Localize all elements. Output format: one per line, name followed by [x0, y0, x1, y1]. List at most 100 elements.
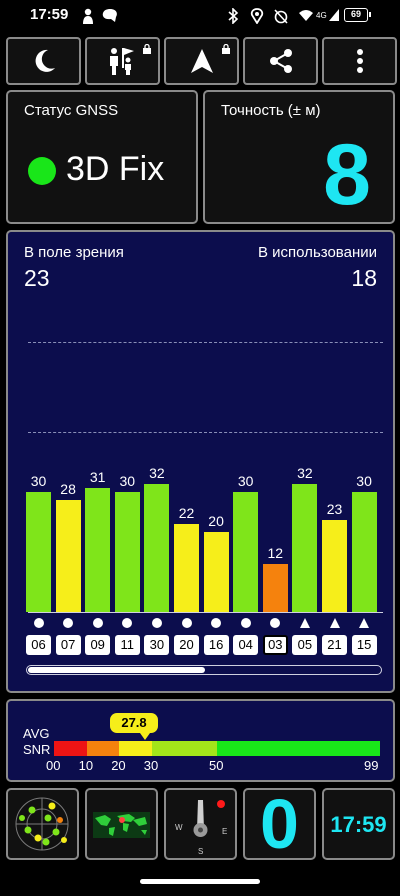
snr-bar — [174, 524, 199, 612]
gridline — [28, 432, 383, 433]
snr-bar — [26, 492, 51, 612]
satellite-id-label[interactable]: 04 — [233, 635, 259, 655]
lock-icon — [143, 44, 151, 54]
more-vert-icon — [356, 49, 363, 73]
svg-text:W: W — [175, 823, 183, 832]
family-icon — [109, 48, 134, 75]
clock-value: 17:59 — [330, 812, 387, 837]
dot-marker-icon — [115, 618, 140, 628]
dot-marker-icon — [56, 618, 81, 628]
satellite-id-label[interactable]: 21 — [322, 635, 347, 655]
share-button[interactable] — [243, 37, 318, 85]
fix-status-text: 3D Fix — [66, 150, 165, 188]
menu-button[interactable] — [322, 37, 397, 85]
snr-bar-value: 30 — [237, 473, 254, 489]
gnss-status-panel[interactable]: Статус GNSS 3D Fix — [6, 90, 198, 224]
snr-scale-segment — [119, 741, 152, 756]
snr-bar-value: 22 — [178, 505, 195, 521]
snr-label: SNR — [23, 742, 51, 757]
satellite-id-label[interactable]: 03 — [262, 635, 288, 655]
satellite-scrollbar[interactable] — [26, 665, 382, 675]
snr-bar-value: 30 — [30, 473, 47, 489]
dot-marker-icon — [26, 618, 51, 628]
snr-bar-chart: 30 06 28 07 31 09 30 11 32 30 22 20 20 16 30 04 12 03 32 05… — [8, 232, 393, 692]
satellite-id-label[interactable]: 30 — [144, 635, 170, 655]
accuracy-panel[interactable]: Точность (± м) 8 — [203, 90, 395, 224]
snr-panel[interactable]: AVG SNR 00 10 20 30 50 99 27.8 — [6, 699, 395, 782]
person-icon — [83, 8, 93, 24]
status-bar: 17:59 4G 69 — [0, 0, 400, 32]
snr-bar — [233, 492, 259, 612]
gridline — [28, 342, 383, 343]
satellites-panel[interactable]: В поле зрения 23 В использовании 18 30 06… — [6, 230, 395, 693]
avg-snr-bubble: 27.8 — [110, 713, 158, 740]
chart-baseline — [28, 612, 383, 613]
battery-icon: 69 — [344, 8, 371, 22]
arrow-icon — [190, 49, 213, 73]
snr-tick-label: 30 — [143, 758, 159, 773]
clock-tile[interactable]: 17:59 — [322, 788, 395, 860]
compass-tile[interactable]: W E S — [164, 788, 237, 860]
moon-icon — [35, 49, 55, 72]
bluetooth-icon — [228, 8, 239, 24]
snr-bar — [144, 484, 170, 612]
satellite-id-label[interactable]: 15 — [351, 635, 377, 655]
satellites-in-use-value: 0 — [260, 788, 299, 860]
snr-bar-value: 31 — [89, 469, 106, 485]
alarm-off-icon — [274, 9, 288, 24]
snr-bar — [292, 484, 318, 612]
night-mode-button[interactable] — [6, 37, 81, 85]
satellite-id-label[interactable]: 11 — [114, 635, 140, 655]
satellite-id-label[interactable]: 16 — [203, 635, 229, 655]
snr-tick-label: 10 — [78, 758, 94, 773]
travel-mode-button[interactable] — [85, 37, 160, 85]
satellite-id-label[interactable]: 09 — [85, 635, 111, 655]
navigation-button[interactable] — [164, 37, 239, 85]
snr-bar-value: 23 — [326, 501, 343, 517]
dot-marker-icon — [85, 618, 110, 628]
network-type-label: 4G — [316, 11, 327, 20]
satellite-id-label[interactable]: 20 — [174, 635, 199, 655]
gnss-status-label: Статус GNSS — [24, 102, 119, 119]
snr-bar-value: 32 — [149, 465, 165, 481]
snr-bar — [322, 520, 347, 612]
sky-plot-icon — [15, 797, 69, 851]
satellite-id-label[interactable]: 06 — [26, 635, 51, 655]
snr-tick-label: 50 — [209, 758, 224, 773]
fix-indicator-dot — [28, 157, 56, 185]
snr-bar — [114, 492, 140, 612]
dot-marker-icon — [263, 618, 288, 628]
location-icon — [250, 8, 264, 24]
status-time: 17:59 — [30, 6, 69, 23]
snr-scale-segment — [217, 741, 380, 756]
satellites-in-use-tile[interactable]: 0 — [243, 788, 316, 860]
accuracy-label: Точность (± м) — [221, 102, 321, 119]
home-indicator[interactable] — [140, 879, 260, 884]
map-tile[interactable] — [85, 788, 158, 860]
avg-label: AVG — [23, 726, 50, 741]
snr-tick-label: 00 — [46, 758, 61, 773]
snr-bar — [262, 564, 288, 612]
share-icon — [269, 49, 292, 73]
triangle-marker-icon — [352, 618, 377, 628]
world-map-icon — [93, 812, 150, 838]
snr-bar-value: 28 — [60, 481, 76, 497]
scrollbar-thumb[interactable] — [28, 667, 205, 673]
snr-bar-value: 12 — [267, 545, 284, 561]
satellite-id-label[interactable]: 05 — [292, 635, 318, 655]
chat-bubble-icon — [102, 9, 117, 22]
snr-bar — [55, 500, 81, 612]
snr-scale-segment — [54, 741, 87, 756]
sky-view-tile[interactable] — [6, 788, 79, 860]
satellite-id-label[interactable]: 07 — [55, 635, 81, 655]
lock-icon — [222, 44, 230, 54]
dot-marker-icon — [144, 618, 169, 628]
snr-scale-segment — [86, 741, 120, 756]
snr-bar — [203, 532, 229, 612]
snr-bar — [351, 492, 377, 612]
compass-icon: W E S — [175, 800, 227, 856]
snr-bar-value: 32 — [297, 465, 313, 481]
signal-icon — [329, 9, 339, 21]
dot-marker-icon — [204, 618, 229, 628]
svg-text:S: S — [198, 847, 203, 856]
